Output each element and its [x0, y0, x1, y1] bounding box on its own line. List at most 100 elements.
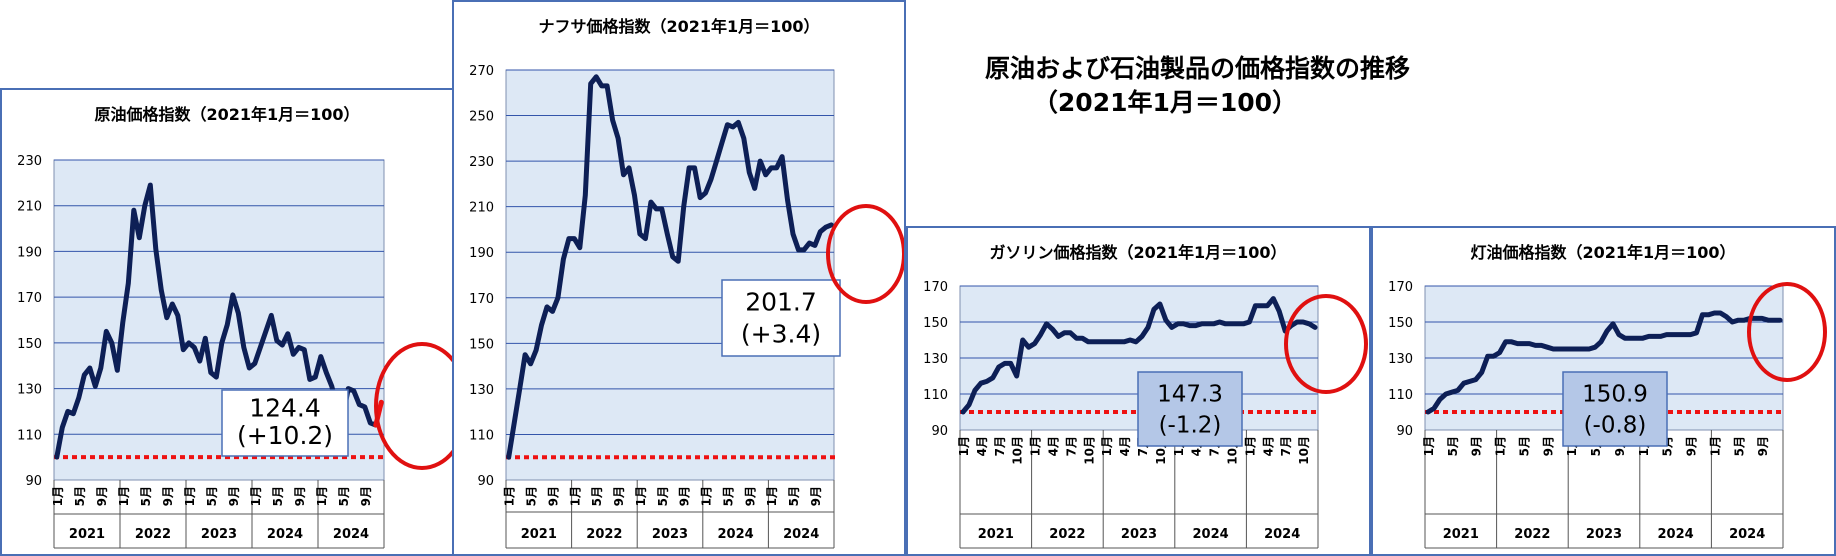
x-tick-label: 9月 [1470, 436, 1484, 456]
x-tick-label: 7月 [993, 436, 1007, 456]
x-tick-label: 9月 [546, 486, 560, 506]
y-tick-label: 130 [923, 352, 948, 367]
x-tick-label: 5月 [721, 486, 735, 506]
y-tick-label: 150 [17, 337, 42, 352]
callout-box [721, 279, 841, 357]
gasoline-chart-panel: ガソリン価格指数（2021年1月＝100） 90 110 130 150 170 1月 4月 7… [906, 226, 1371, 556]
x-tick-label: 9月 [1685, 436, 1699, 456]
x-year-label: 2023 [1586, 527, 1622, 542]
callout-value: 147.3 [1157, 382, 1223, 408]
x-tick-label: 10月 [1011, 436, 1025, 465]
x-year-label: 2024 [783, 527, 819, 542]
y-tick-label: 130 [469, 383, 494, 398]
x-tick-label: 5月 [271, 486, 285, 506]
x-tick-label: 5月 [337, 486, 351, 506]
x-tick-label: 9月 [95, 486, 109, 506]
x-tick-label: 9月 [1541, 436, 1555, 456]
y-tick-label: 190 [17, 245, 42, 260]
x-tick-label: 1月 [957, 436, 971, 456]
y-tick-label: 130 [1388, 352, 1413, 367]
callout-value: 124.4 [249, 393, 321, 422]
callout-change: (+10.2) [237, 421, 333, 450]
x-tick-label: 1月 [1494, 436, 1508, 456]
x-year-label: 2024 [1729, 527, 1765, 542]
crude-oil-chart-panel: 原油価格指数（2021年1月＝100） 90 110 130 150 170 190 210 2… [0, 88, 454, 556]
chart-title: 原油価格指数（2021年1月＝100） [94, 105, 359, 124]
y-tick-label: 250 [469, 110, 494, 125]
kerosene-chart-panel: 灯油価格指数（2021年1月＝100） 90 110 130 150 170 1月 5月 9月 1… [1371, 226, 1836, 556]
x-year-label: 2024 [267, 527, 303, 542]
x-year-label: 2023 [652, 527, 688, 542]
x-tick-label: 9月 [809, 486, 823, 506]
series-line [960, 296, 1318, 415]
callout-box [1137, 371, 1243, 447]
x-year-label: 2024 [1264, 527, 1300, 542]
y-tick-label: 90 [1396, 424, 1413, 439]
x-tick-label: 1月 [765, 486, 779, 506]
x-year-label: 2024 [1658, 527, 1694, 542]
y-tick-label: 190 [469, 246, 494, 261]
x-tick-label: 9月 [359, 486, 373, 506]
x-year-label: 2022 [1514, 527, 1550, 542]
naphtha-chart-panel: ナフサ価格指数（2021年1月＝100） 90 110 130 150 170 190 210… [452, 0, 906, 556]
x-year-label: 2022 [135, 527, 171, 542]
x-tick-label: 1月 [1029, 436, 1043, 456]
callout-value: 201.7 [745, 287, 817, 316]
x-year-label: 2021 [521, 527, 557, 542]
x-tick-label: 5月 [1732, 436, 1746, 456]
highlight-circle [1284, 294, 1368, 394]
x-tick-label: 4月 [1046, 436, 1060, 456]
x-tick-label: 1月 [634, 486, 648, 506]
x-tick-label: 1月 [700, 486, 714, 506]
y-tick-label: 150 [1388, 316, 1413, 331]
x-year-label: 2024 [1193, 527, 1229, 542]
highlight-circle [1747, 282, 1827, 382]
x-tick-label: 1月 [1100, 436, 1114, 456]
highlight-circle [374, 342, 452, 470]
x-tick-label: 5月 [1446, 436, 1460, 456]
x-year-label: 2021 [1443, 527, 1479, 542]
callout-change: (-1.2) [1159, 413, 1222, 439]
callout-change: (+3.4) [741, 319, 821, 348]
x-tick-label: 10月 [1297, 436, 1311, 465]
chart-svg: ナフサ価格指数（2021年1月＝100） 90 110 130 150 170 190 210… [469, 17, 904, 549]
chart-title: ガソリン価格指数（2021年1月＝100） [989, 243, 1286, 262]
x-year-label: 2022 [1049, 527, 1085, 542]
x-tick-label: 9月 [612, 486, 626, 506]
y-tick-label: 90 [25, 474, 42, 489]
x-tick-label: 9月 [743, 486, 757, 506]
x-year-label: 2024 [718, 527, 754, 542]
x-tick-label: 1月 [117, 486, 131, 506]
plot-area [505, 69, 835, 481]
x-tick-label: 9月 [678, 486, 692, 506]
series-line [1425, 310, 1783, 415]
x-tick-label: 1月 [503, 486, 517, 506]
chart-title: ナフサ価格指数（2021年1月＝100） [538, 17, 819, 36]
x-year-label: 2021 [69, 527, 105, 542]
x-tick-label: 7月 [1064, 436, 1078, 456]
series-line [54, 182, 379, 460]
x-tick-label: 1月 [1243, 436, 1257, 456]
y-tick-label: 90 [931, 424, 948, 439]
y-tick-label: 170 [469, 292, 494, 307]
x-tick-label: 4月 [1118, 436, 1132, 456]
x-tick-label: 1月 [1422, 436, 1436, 456]
x-tick-label: 5月 [73, 486, 87, 506]
highlight-circle [826, 204, 904, 304]
x-tick-label: 1月 [183, 486, 197, 506]
y-tick-label: 210 [17, 200, 42, 215]
x-year-label: 2021 [978, 527, 1014, 542]
y-tick-label: 110 [17, 428, 42, 443]
x-tick-label: 9月 [227, 486, 241, 506]
series-line [506, 74, 834, 460]
y-tick-label: 170 [923, 280, 948, 295]
x-tick-label: 1月 [51, 486, 65, 506]
y-tick-label: 130 [17, 383, 42, 398]
x-tick-label: 5月 [525, 486, 539, 506]
x-tick-label: 1月 [249, 486, 263, 506]
chart-svg: 原油価格指数（2021年1月＝100） 90 110 130 150 170 190 210 2… [17, 105, 452, 549]
x-year-label: 2023 [1121, 527, 1157, 542]
page-title: 原油および石油製品の価格指数の推移 （2021年1月＝100） [985, 52, 1410, 120]
x-tick-label: 5月 [1517, 436, 1531, 456]
